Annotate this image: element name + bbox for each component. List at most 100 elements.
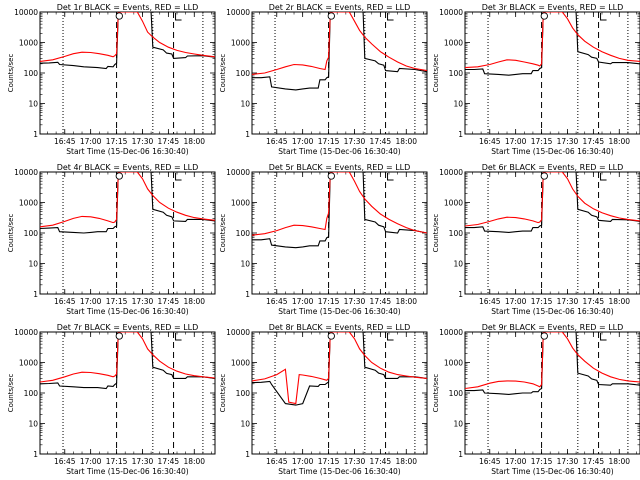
y-tick-label: 10000 bbox=[226, 328, 250, 337]
series-line-events bbox=[465, 332, 640, 395]
series-line-lld bbox=[252, 12, 427, 75]
y-tick-label: 1 bbox=[33, 290, 38, 299]
l-marker-symbol bbox=[175, 333, 182, 341]
x-tick-label: 17:15 bbox=[531, 457, 553, 466]
series-line-events bbox=[465, 172, 640, 233]
chart-panel: Det 2r BLACK = Events, RED = LLD 1 10 100 10… bbox=[219, 3, 428, 156]
series-line-lld bbox=[252, 332, 427, 405]
series-line-events bbox=[40, 12, 215, 70]
chart-panel: Det 7r BLACK = Events, RED = LLD 1 10 100 10… bbox=[7, 323, 216, 476]
y-tick-label: 100 bbox=[236, 389, 251, 398]
y-tick-label: 1 bbox=[458, 450, 463, 459]
y-tick-label: 1000 bbox=[444, 359, 463, 368]
y-axis-label: Counts/sec bbox=[7, 374, 15, 413]
y-tick-label: 100 bbox=[24, 389, 39, 398]
circle-marker-symbol bbox=[115, 12, 123, 20]
x-tick-label: 17:30 bbox=[344, 137, 366, 146]
x-tick-label: 17:30 bbox=[344, 457, 366, 466]
y-axis-label: Counts/sec bbox=[432, 374, 440, 413]
x-tick-label: 17:15 bbox=[106, 457, 128, 466]
series-line-lld bbox=[40, 12, 215, 62]
x-tick-label: 17:15 bbox=[531, 137, 553, 146]
y-tick-label: 1 bbox=[458, 290, 463, 299]
chart-title: Det 9r BLACK = Events, RED = LLD bbox=[482, 323, 624, 332]
x-tick-label: 17:45 bbox=[370, 457, 392, 466]
x-tick-label: 17:00 bbox=[505, 297, 527, 306]
circle-marker-symbol bbox=[327, 332, 335, 340]
y-axis-label: Counts/sec bbox=[432, 54, 440, 93]
y-axis-label: Counts/sec bbox=[7, 54, 15, 93]
y-tick-label: 1000 bbox=[444, 39, 463, 48]
x-axis-label: Start Time (15-Dec-06 16:30:40) bbox=[278, 467, 400, 476]
x-tick-label: 17:30 bbox=[132, 457, 154, 466]
y-tick-label: 100 bbox=[24, 69, 39, 78]
y-tick-label: 10000 bbox=[439, 328, 463, 337]
y-tick-label: 100 bbox=[236, 229, 251, 238]
y-tick-label: 10 bbox=[453, 260, 463, 269]
x-tick-label: 17:45 bbox=[583, 297, 605, 306]
y-tick-label: 1000 bbox=[444, 199, 463, 208]
l-marker-symbol bbox=[387, 13, 394, 21]
x-tick-label: 17:30 bbox=[557, 297, 579, 306]
x-tick-label: 16:45 bbox=[266, 137, 288, 146]
series-line-lld bbox=[465, 172, 640, 227]
x-tick-label: 18:00 bbox=[395, 297, 417, 306]
y-tick-label: 10000 bbox=[439, 8, 463, 17]
x-tick-label: 16:45 bbox=[266, 297, 288, 306]
y-tick-label: 100 bbox=[24, 229, 39, 238]
x-tick-label: 17:15 bbox=[318, 297, 340, 306]
x-tick-label: 17:30 bbox=[557, 457, 579, 466]
y-tick-label: 10 bbox=[28, 260, 38, 269]
x-tick-label: 17:00 bbox=[505, 137, 527, 146]
chart-title: Det 4r BLACK = Events, RED = LLD bbox=[57, 163, 199, 172]
x-tick-label: 17:00 bbox=[505, 457, 527, 466]
x-tick-label: 17:00 bbox=[80, 297, 102, 306]
x-tick-label: 17:45 bbox=[158, 297, 180, 306]
series-line-events bbox=[40, 332, 215, 390]
chart-panel: Det 5r BLACK = Events, RED = LLD 1 10 100 10… bbox=[219, 163, 428, 316]
y-tick-label: 10000 bbox=[439, 168, 463, 177]
y-tick-label: 1000 bbox=[19, 39, 38, 48]
y-tick-label: 10 bbox=[453, 420, 463, 429]
series-line-lld bbox=[40, 172, 215, 228]
y-tick-label: 1 bbox=[245, 290, 250, 299]
y-tick-label: 10 bbox=[28, 100, 38, 109]
chart-title: Det 5r BLACK = Events, RED = LLD bbox=[269, 163, 411, 172]
circle-marker-symbol bbox=[327, 12, 335, 20]
y-axis-label: Counts/sec bbox=[432, 214, 440, 253]
l-marker-symbol bbox=[600, 13, 607, 21]
y-axis-label: Counts/sec bbox=[219, 54, 227, 93]
circle-marker-symbol bbox=[540, 332, 548, 340]
l-marker-symbol bbox=[600, 173, 607, 181]
x-axis-label: Start Time (15-Dec-06 16:30:40) bbox=[491, 307, 613, 316]
y-axis-label: Counts/sec bbox=[219, 374, 227, 413]
x-tick-label: 18:00 bbox=[183, 297, 205, 306]
y-tick-label: 100 bbox=[449, 69, 464, 78]
x-tick-label: 17:00 bbox=[292, 297, 314, 306]
x-tick-label: 17:15 bbox=[106, 137, 128, 146]
y-tick-label: 1000 bbox=[19, 359, 38, 368]
x-tick-label: 17:45 bbox=[583, 137, 605, 146]
x-tick-label: 17:30 bbox=[132, 297, 154, 306]
y-tick-label: 100 bbox=[449, 389, 464, 398]
x-tick-label: 17:30 bbox=[557, 137, 579, 146]
y-tick-label: 10 bbox=[453, 100, 463, 109]
series-line-events bbox=[252, 172, 427, 249]
chart-panel: Det 9r BLACK = Events, RED = LLD 1 10 100 10… bbox=[432, 323, 640, 476]
x-tick-label: 17:45 bbox=[158, 457, 180, 466]
x-tick-label: 17:15 bbox=[318, 457, 340, 466]
series-line-events bbox=[465, 12, 640, 76]
x-tick-label: 17:30 bbox=[344, 297, 366, 306]
y-tick-label: 1000 bbox=[231, 359, 250, 368]
y-tick-label: 1 bbox=[245, 130, 250, 139]
x-tick-label: 17:45 bbox=[583, 457, 605, 466]
y-tick-label: 1 bbox=[33, 130, 38, 139]
x-tick-label: 18:00 bbox=[183, 137, 205, 146]
l-marker-symbol bbox=[387, 173, 394, 181]
x-tick-label: 18:00 bbox=[608, 297, 630, 306]
x-tick-label: 16:45 bbox=[479, 137, 501, 146]
y-tick-label: 1 bbox=[458, 130, 463, 139]
x-tick-label: 18:00 bbox=[395, 137, 417, 146]
y-axis-label: Counts/sec bbox=[219, 214, 227, 253]
chart-panel: Det 8r BLACK = Events, RED = LLD 1 10 100 10… bbox=[219, 323, 428, 476]
